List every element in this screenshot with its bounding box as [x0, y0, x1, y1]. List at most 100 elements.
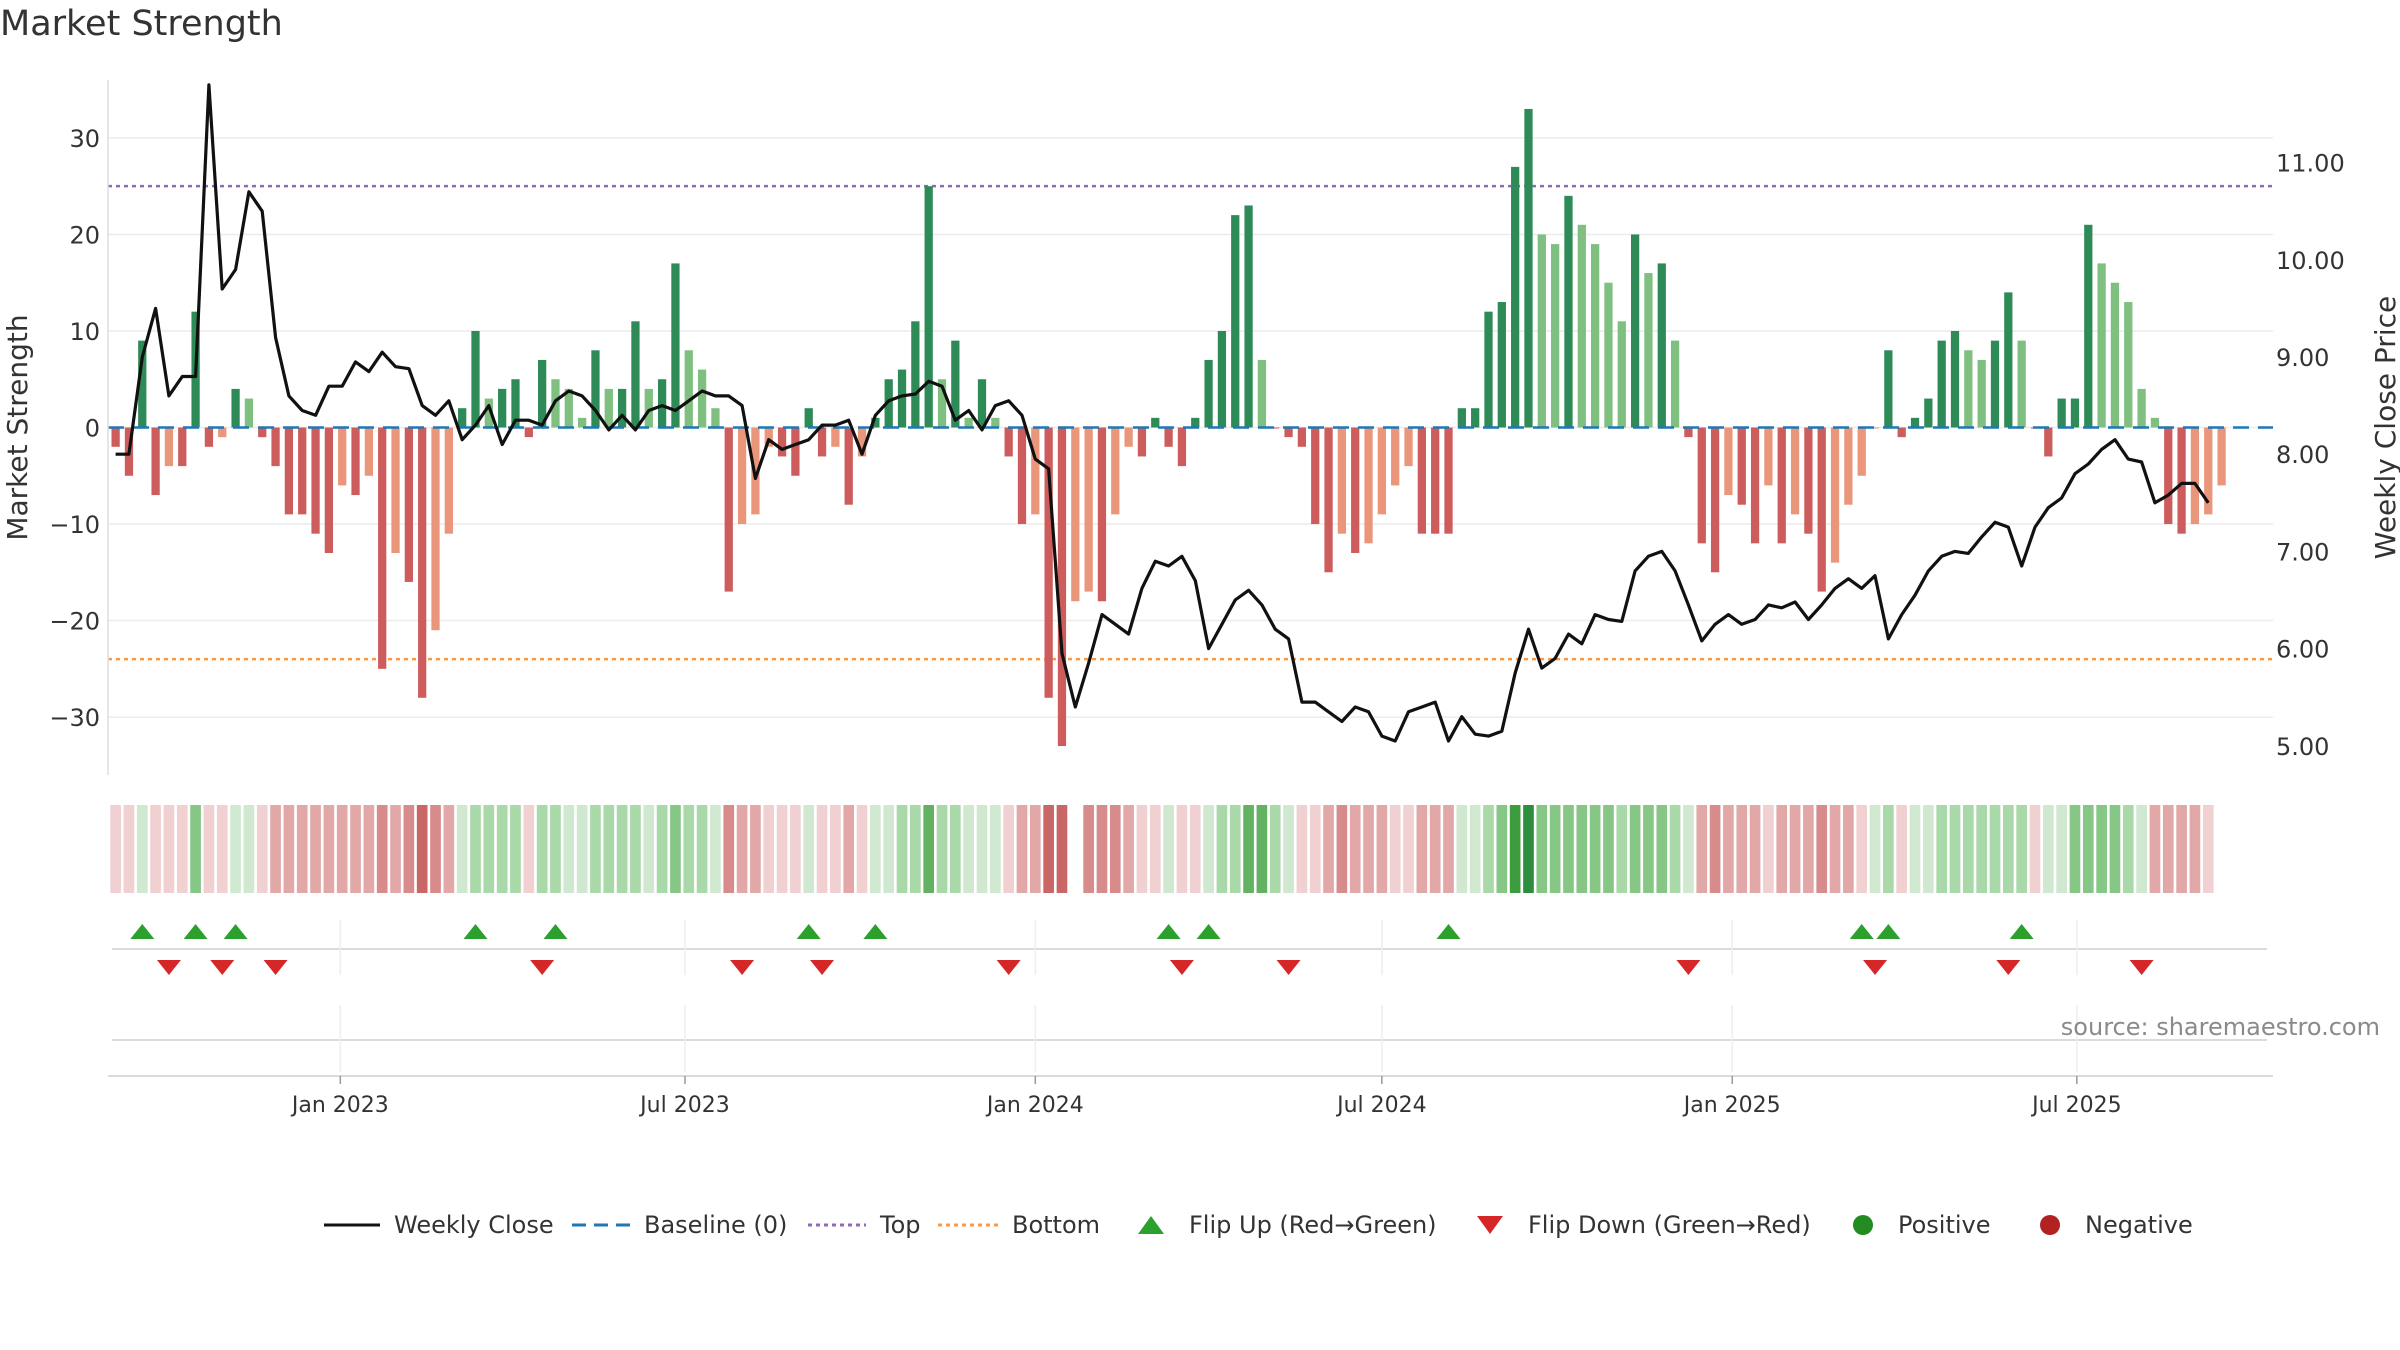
- strip-cell: [1736, 805, 1748, 893]
- strip-cell: [550, 805, 561, 893]
- strength-bar: [697, 369, 707, 428]
- x-tick-label: Jan 2025: [1682, 1093, 1781, 1118]
- strength-bar: [484, 398, 493, 428]
- strip-cell: [1336, 805, 1348, 893]
- dotted-line-swatch-icon: [808, 1223, 866, 1227]
- strip-cell: [376, 805, 388, 893]
- strip-cell: [2069, 805, 2081, 893]
- price-layer: [115, 83, 2210, 743]
- flip-up-marker: [2009, 924, 2034, 939]
- strength-bar: [1177, 427, 1187, 467]
- strength-bar: [884, 379, 893, 428]
- flip-down-marker: [1863, 960, 1888, 975]
- legend-positive[interactable]: Positive: [1850, 1205, 1991, 1245]
- strength-bar: [1284, 427, 1293, 438]
- strip-cell: [1563, 805, 1574, 893]
- strength-bar: [1817, 427, 1826, 592]
- strength-bar: [2057, 398, 2066, 428]
- strength-bar: [951, 340, 960, 428]
- strip-cell: [1056, 805, 1068, 893]
- legend-bottom[interactable]: Bottom: [936, 1205, 1100, 1245]
- strength-bar: [564, 388, 573, 428]
- strength-bar: [1471, 408, 1480, 428]
- strength-bar: [1737, 427, 1746, 505]
- strip-cell: [1496, 805, 1508, 893]
- strength-bar: [937, 379, 947, 428]
- strip-cell: [1403, 805, 1414, 893]
- strength-bar: [1164, 427, 1173, 447]
- strip-cell: [416, 805, 428, 893]
- x-tick-label: Jan 2024: [985, 1093, 1084, 1118]
- strength-bar: [1630, 234, 1640, 428]
- strength-bar: [2084, 224, 2093, 428]
- strip-cell: [1723, 805, 1734, 893]
- strength-bar: [1431, 427, 1440, 534]
- strip-cell: [1123, 805, 1134, 893]
- strip-cell: [310, 805, 321, 893]
- strip-cell: [1936, 805, 1948, 893]
- strip-cell: [2202, 805, 2214, 893]
- strip-cell: [1416, 805, 1428, 893]
- flip-down-marker: [1996, 960, 2021, 975]
- strength-bar: [1964, 350, 1973, 428]
- x-tick-label: Jan 2023: [290, 1093, 389, 1118]
- strength-bar: [737, 427, 747, 525]
- strength-bar: [1590, 244, 1600, 428]
- strip-cell: [2122, 805, 2134, 893]
- strength-bar: [404, 427, 413, 582]
- strength-bar: [471, 330, 480, 428]
- strength-bar: [1231, 215, 1240, 428]
- strip-cell: [1803, 805, 1814, 893]
- strip-cell: [576, 805, 588, 893]
- strip-cell: [603, 805, 615, 893]
- strip-cell: [1029, 805, 1041, 893]
- triangle-up-icon: [1138, 1216, 1164, 1234]
- strip-cell: [683, 805, 695, 893]
- strength-bar: [1710, 427, 1720, 573]
- strip-cell: [1949, 805, 1961, 893]
- strip-cell: [1923, 805, 1934, 893]
- strength-bar: [871, 417, 880, 428]
- legend-negative-label: Negative: [2085, 1211, 2193, 1239]
- strength-bar: [431, 427, 440, 631]
- x-axis: Jan 2023 Jul 2023 Jan 2024 Jul 2024 Jan 2025…: [108, 920, 2273, 1118]
- strip-cell: [2149, 805, 2161, 893]
- strength-bar: [2097, 263, 2106, 428]
- strip-cell: [1216, 805, 1228, 893]
- strip-cell: [536, 805, 548, 893]
- strip-cell: [710, 805, 721, 893]
- strip-cell: [1043, 805, 1054, 893]
- legend-top[interactable]: Top: [806, 1205, 921, 1245]
- strip-cell: [190, 805, 201, 893]
- strength-bar: [1191, 417, 1200, 428]
- strip-cell: [1469, 805, 1481, 893]
- strength-bar: [1244, 205, 1253, 428]
- strip-cell: [1309, 805, 1321, 893]
- strip-cell: [1883, 805, 1894, 893]
- strip-cell: [1843, 805, 1854, 893]
- legend-negative[interactable]: Negative: [2037, 1205, 2193, 1245]
- legend-baseline[interactable]: Baseline (0): [570, 1205, 787, 1245]
- strip-cell: [1389, 805, 1401, 893]
- strip-cell: [1429, 805, 1441, 893]
- strip-cell: [963, 805, 974, 893]
- legend-flip-up[interactable]: Flip Up (Red→Green): [1135, 1205, 1437, 1245]
- strength-bar: [1324, 427, 1333, 573]
- strip-cell: [1829, 805, 1841, 893]
- strip-cell: [736, 805, 748, 893]
- legend-weekly-close[interactable]: Weekly Close: [322, 1205, 554, 1245]
- strip-cell: [1163, 805, 1174, 893]
- strip-cell: [1963, 805, 1974, 893]
- flip-markers: [112, 924, 2267, 1041]
- strength-bar: [151, 427, 160, 496]
- strength-bar: [924, 186, 933, 428]
- legend-flip-down[interactable]: Flip Down (Green→Red): [1474, 1205, 1811, 1245]
- strength-bar: [1724, 427, 1733, 496]
- strength-bar: [351, 427, 360, 496]
- strip-cell: [256, 805, 268, 893]
- y2-tick-label: 8.00: [2276, 441, 2329, 469]
- strength-bar: [164, 427, 174, 467]
- strip-cell: [643, 805, 655, 893]
- strength-bar: [1750, 427, 1760, 544]
- flip-down-marker: [156, 960, 181, 975]
